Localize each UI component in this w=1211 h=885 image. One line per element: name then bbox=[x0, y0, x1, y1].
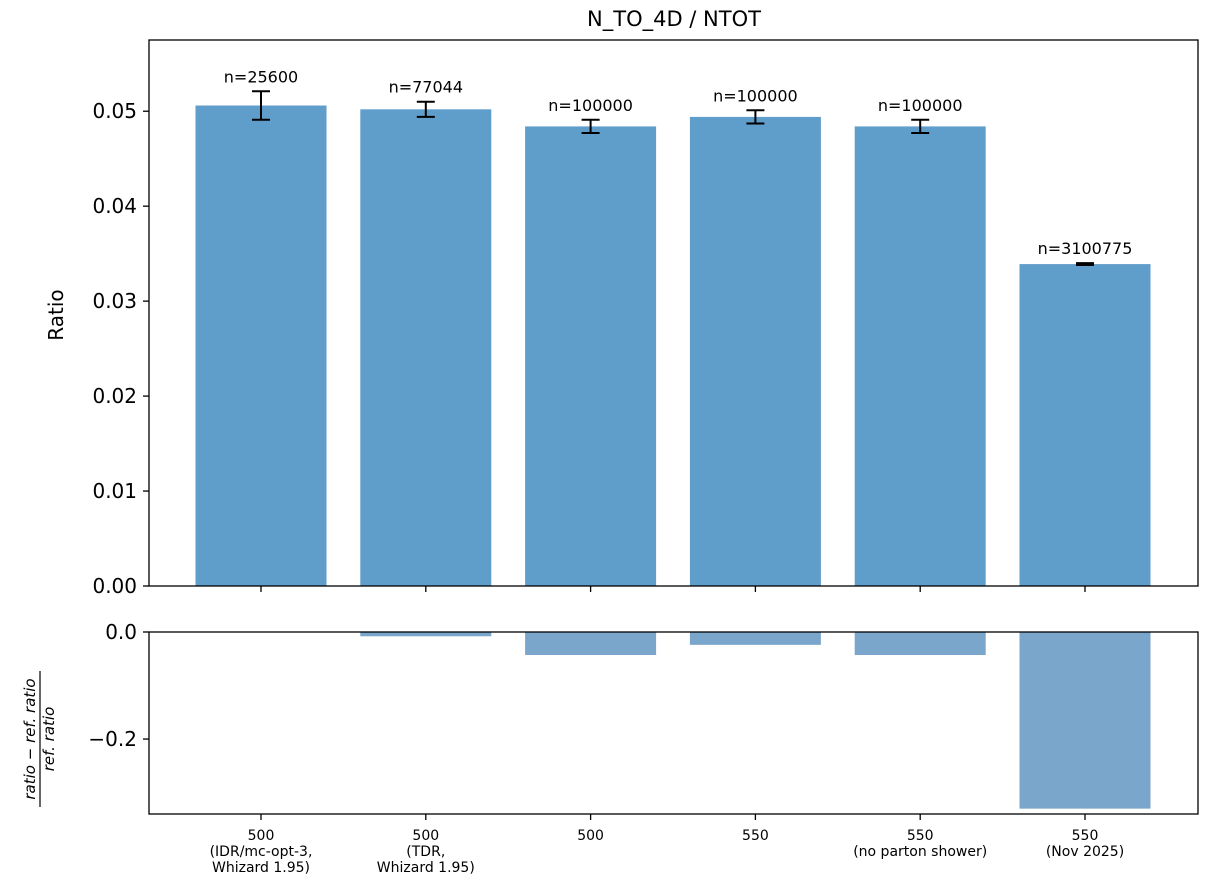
y-tick-label: 0.00 bbox=[92, 574, 137, 598]
count-label: n=100000 bbox=[713, 86, 798, 105]
main-plot: n=25600 n=77044 n=100000 n=100000 n=100000 n=… bbox=[44, 39, 1199, 598]
y-tick-label: 0.03 bbox=[92, 289, 137, 313]
count-label: n=77044 bbox=[389, 78, 463, 97]
x-tick-label: 550 (Nov 2025) bbox=[1046, 828, 1124, 860]
ratio-frame bbox=[148, 631, 1199, 815]
y-tick-label: 0.05 bbox=[92, 99, 137, 123]
main-bar bbox=[1019, 264, 1151, 586]
ratio-bar bbox=[1019, 632, 1151, 809]
main-frame bbox=[148, 39, 1199, 587]
x-tick-label: 550 (no parton shower) bbox=[853, 828, 987, 860]
ratio-label-numerator: ratio − ref. ratio bbox=[21, 678, 39, 799]
x-tick-label: 500 (IDR/mc-opt-3, Whizard 1.95) bbox=[210, 828, 313, 876]
x-axis: 500 (IDR/mc-opt-3, Whizard 1.95) 500 (TDR, Wh… bbox=[210, 814, 1124, 876]
main-bar bbox=[689, 116, 821, 586]
main-bar bbox=[854, 126, 986, 586]
count-label: n=25600 bbox=[224, 67, 298, 86]
ratio-y-axis-label: ratio − ref. ratio ref. ratio bbox=[21, 671, 58, 807]
main-bar bbox=[360, 109, 492, 586]
y-tick-label: 0.04 bbox=[92, 194, 137, 218]
ratio-bar bbox=[854, 632, 986, 656]
main-bar bbox=[195, 105, 327, 587]
ratio-plot: 0.0 −0.2 ratio − ref. ratio ref. ratio bbox=[21, 620, 1199, 815]
y-axis-label: Ratio bbox=[44, 289, 68, 340]
chart-title: N_TO_4D / NTOT bbox=[587, 7, 761, 32]
x-tick-label: 500 (TDR, Whizard 1.95) bbox=[377, 828, 475, 876]
main-bar bbox=[525, 126, 657, 586]
ratio-bar bbox=[525, 632, 657, 656]
y-tick-label: −0.2 bbox=[88, 727, 137, 751]
y-tick-label: 0.02 bbox=[92, 384, 137, 408]
count-label: n=100000 bbox=[878, 96, 963, 115]
x-tick-label: 550 bbox=[742, 828, 769, 844]
ratio-bar bbox=[689, 632, 821, 645]
y-tick-label: 0.01 bbox=[92, 479, 137, 503]
x-tick-label: 500 bbox=[577, 828, 604, 844]
ratio-label-denominator: ref. ratio bbox=[40, 707, 58, 772]
count-label: n=100000 bbox=[548, 96, 633, 115]
ratio-bar bbox=[360, 632, 492, 637]
y-tick-label: 0.0 bbox=[105, 620, 137, 644]
count-label: n=3100775 bbox=[1038, 239, 1133, 258]
